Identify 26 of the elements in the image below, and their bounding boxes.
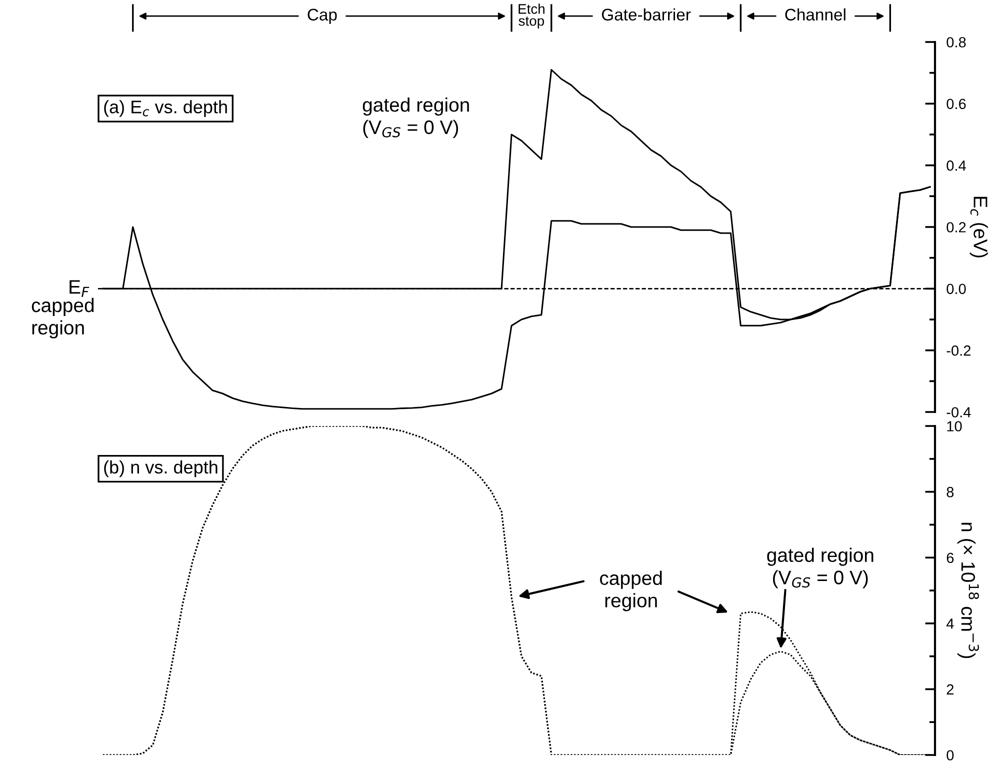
text: Etch stop [518, 4, 544, 29]
text: capped region [32, 298, 94, 338]
annotation: gated region (V$_{GS}$ = 0 V) [767, 548, 874, 588]
y-tick-label: -0.2 [946, 345, 971, 356]
ref-line-label: E$_{F}$ [70, 280, 90, 297]
y-tick-label: 2 [946, 684, 954, 694]
y-tick-label: 0.2 [946, 222, 966, 232]
annotation: gated region (V$_{GS}$ = 0 V) [362, 98, 469, 138]
annotation: capped region [600, 570, 662, 612]
text: Channel [785, 8, 846, 21]
y-tick-label: 0.0 [946, 284, 966, 294]
text: (b) n vs. depth [104, 460, 218, 478]
y-tick-label: 0.8 [946, 37, 966, 48]
y-tick-label: 10 [947, 421, 962, 432]
y-tick-label: -0.4 [946, 407, 971, 418]
y-tick-label: 0 [946, 750, 954, 760]
y-axis-title: n (× 10$^{18}$ cm$^{−3}$) [957, 522, 979, 658]
y-tick-label: 0.4 [946, 160, 966, 171]
y-tick-label: 8 [946, 486, 954, 498]
y-tick-label: 6 [946, 552, 954, 564]
y-axis-title: E$_{c}$ (eV) [970, 196, 988, 258]
y-tick-label: 0.6 [946, 98, 966, 110]
text: (a) E$_{c}$ vs. depth [104, 100, 227, 117]
text: Cap [308, 8, 337, 24]
y-tick-label: 4 [946, 618, 954, 629]
text: Gate-barrier [602, 8, 691, 21]
